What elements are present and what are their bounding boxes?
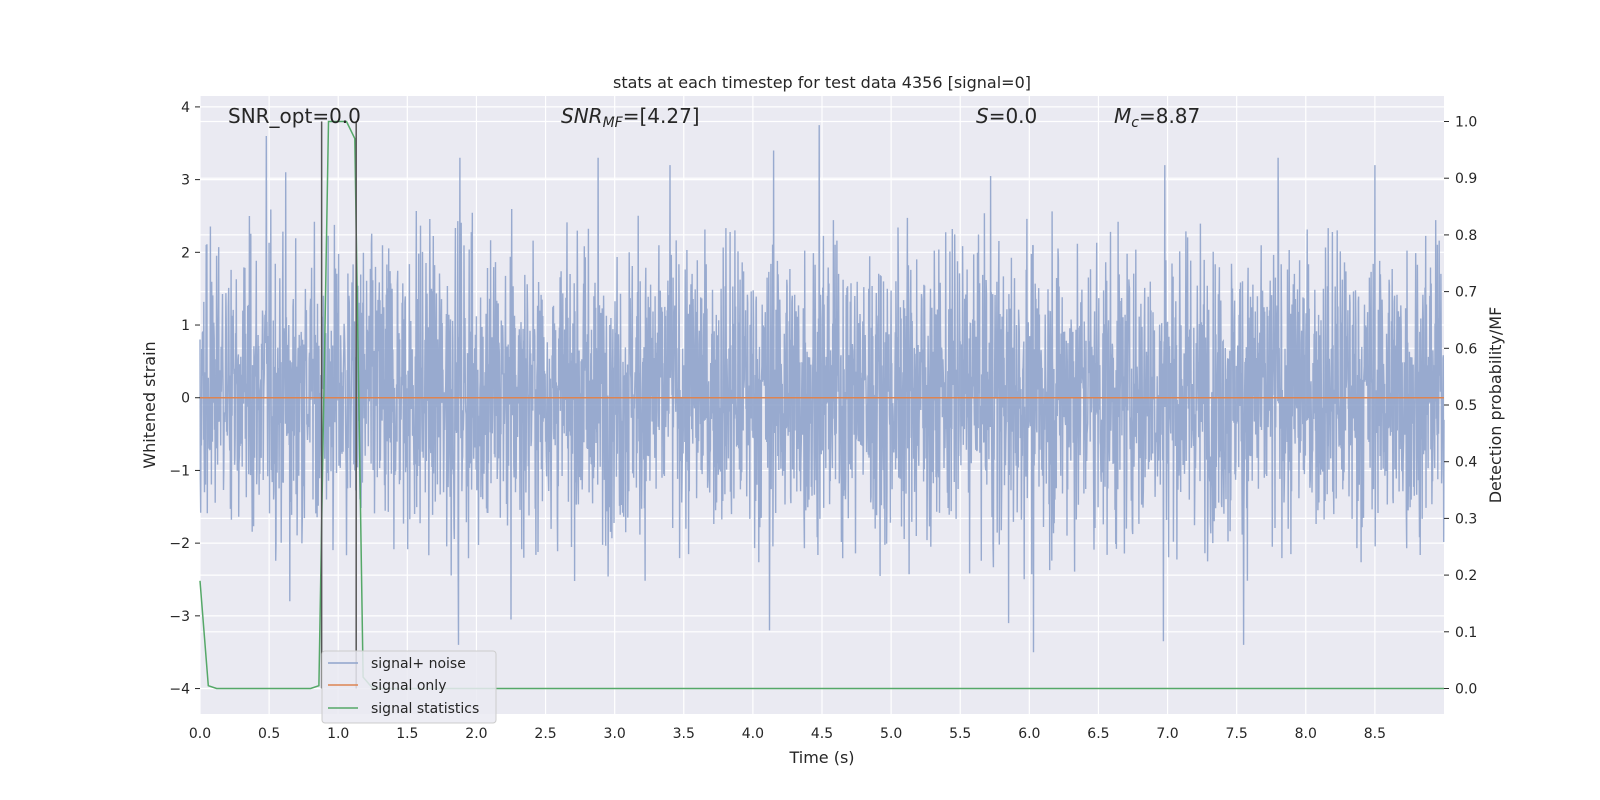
x-tick-label: 5.5 xyxy=(949,726,971,742)
y-right-tick-label: 1.0 xyxy=(1455,115,1477,131)
y-tick-label: 0 xyxy=(181,391,190,407)
x-tick-label: 1.0 xyxy=(327,726,349,742)
y-right-tick-label: 0.2 xyxy=(1455,568,1477,584)
y-right-tick-label: 0.6 xyxy=(1455,341,1477,357)
legend-label-signal-only: signal only xyxy=(371,678,446,694)
x-ticks: 0.0 0.5 1.0 1.5 2.0 2.5 3.0 3.5 4.0 4.5 5.0 5.5 6.0 6… xyxy=(189,726,1386,742)
y-ticks-left: 4 3 2 1 0 −1 −2 −3 −4 xyxy=(169,100,200,698)
y-right-tick-label: 0.8 xyxy=(1455,228,1477,244)
x-tick-label: 2.5 xyxy=(534,726,556,742)
x-tick-label: 8.0 xyxy=(1295,726,1317,742)
x-tick-label: 8.5 xyxy=(1364,726,1386,742)
annotation-s: S=0.0 xyxy=(976,104,1037,128)
signal-noise-line xyxy=(199,125,1445,653)
legend-label-signal-statistics: signal statistics xyxy=(371,701,479,717)
y-tick-label: 2 xyxy=(181,245,190,261)
x-tick-label: 4.0 xyxy=(742,726,764,742)
y-tick-label: −4 xyxy=(169,682,190,698)
y-right-tick-label: 0.5 xyxy=(1455,398,1477,414)
x-tick-label: 7.0 xyxy=(1156,726,1178,742)
x-tick-label: 4.5 xyxy=(811,726,833,742)
y-right-tick-label: 0.9 xyxy=(1455,171,1477,187)
y-right-tick-label: 0.0 xyxy=(1455,681,1477,697)
x-tick-label: 6.0 xyxy=(1018,726,1040,742)
y-ticks-right: 1.0 0.9 0.8 0.7 0.6 0.5 0.4 0.3 0.2 0.1 0.0 xyxy=(1444,115,1477,697)
x-tick-label: 5.0 xyxy=(880,726,902,742)
x-tick-label: 3.5 xyxy=(673,726,695,742)
y-tick-label: −1 xyxy=(169,463,190,479)
y-tick-label: 4 xyxy=(181,100,190,116)
legend-label-signal-noise: signal+ noise xyxy=(371,656,466,672)
y-tick-label: −2 xyxy=(169,536,190,552)
chart-title: stats at each timestep for test data 435… xyxy=(613,73,1031,92)
y-axis-label-left: Whitened strain xyxy=(140,341,159,468)
x-tick-label: 3.0 xyxy=(604,726,626,742)
x-axis-label: Time (s) xyxy=(788,748,854,767)
y-axis-label-right: Detection probability/MF xyxy=(1486,307,1505,504)
y-right-tick-label: 0.4 xyxy=(1455,455,1477,471)
annotation-snr-mf: SNRMF=[4.27] xyxy=(561,104,700,131)
noise-series xyxy=(199,125,1445,653)
x-tick-label: 0.0 xyxy=(189,726,211,742)
y-tick-label: 3 xyxy=(181,173,190,189)
x-tick-label: 0.5 xyxy=(258,726,280,742)
y-tick-label: −3 xyxy=(169,609,190,625)
annotation-mc: Mc=8.87 xyxy=(1114,104,1200,131)
legend: signal+ noise signal only signal statist… xyxy=(321,650,497,724)
x-tick-label: 6.5 xyxy=(1087,726,1109,742)
y-right-tick-label: 0.1 xyxy=(1455,625,1477,641)
x-tick-label: 1.5 xyxy=(396,726,418,742)
x-tick-label: 2.0 xyxy=(465,726,487,742)
x-tick-label: 7.5 xyxy=(1226,726,1248,742)
annotation-snr-opt: SNR_opt=0.0 xyxy=(228,104,361,128)
y-tick-label: 1 xyxy=(181,318,190,334)
legend-box xyxy=(321,650,497,724)
y-right-tick-label: 0.3 xyxy=(1455,511,1477,527)
y-right-tick-label: 0.7 xyxy=(1455,285,1477,301)
